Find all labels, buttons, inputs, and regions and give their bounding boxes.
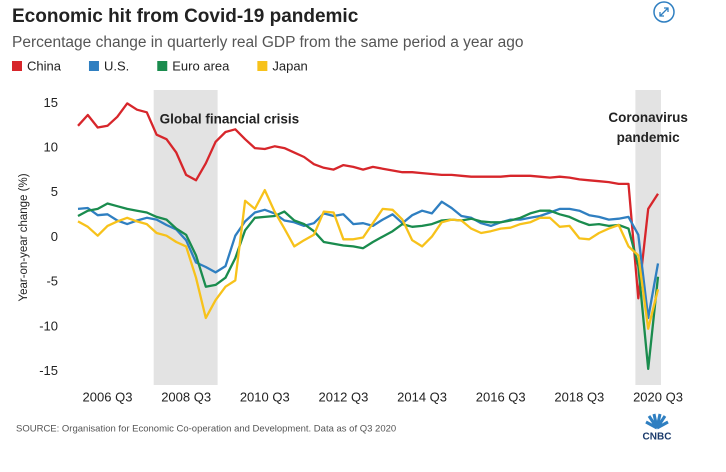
y-tick-label: -15 <box>39 363 58 378</box>
legend-swatch <box>157 61 168 71</box>
legend-swatch <box>257 61 268 71</box>
series-line <box>77 102 659 300</box>
x-tick-label: 2012 Q3 <box>318 389 368 404</box>
x-tick-label: 2014 Q3 <box>397 389 447 404</box>
x-tick-label: 2018 Q3 <box>554 389 604 404</box>
legend-swatch <box>88 61 99 71</box>
source-note: SOURCE: Organisation for Economic Co-ope… <box>16 424 396 435</box>
logo-text: CNBC <box>643 432 672 443</box>
series-line <box>77 188 660 330</box>
annotation: Coronavirus pandemic <box>608 110 688 145</box>
y-axis-label: Year-on-year change (%) <box>18 173 30 301</box>
gfc-shade <box>153 90 218 385</box>
legend-label: Japan <box>272 58 307 73</box>
expand-icon-arrows[interactable] <box>659 7 669 17</box>
expand-icon-ring[interactable] <box>653 1 675 23</box>
legend-label: China <box>27 58 62 73</box>
y-tick-label: -5 <box>46 274 58 289</box>
y-tick-label: -10 <box>39 318 58 333</box>
chart-subtitle: Percentage change in quarterly real GDP … <box>12 34 524 51</box>
y-tick-label: 15 <box>44 95 58 110</box>
legend-label: Euro area <box>172 58 230 73</box>
series-line <box>77 202 660 371</box>
annotation-line: Coronavirus <box>608 110 688 125</box>
series-line <box>77 200 660 320</box>
y-tick-label: 10 <box>44 140 58 155</box>
legend-label: U.S. <box>104 58 129 73</box>
annotation-line: pandemic <box>617 130 681 145</box>
chart-title: Economic hit from Covid-19 pandemic <box>12 6 359 27</box>
annotation: Global financial crisis <box>160 112 300 127</box>
x-tick-label: 2016 Q3 <box>476 389 526 404</box>
expand-icon[interactable] <box>653 1 675 23</box>
x-tick-label: 2008 Q3 <box>161 389 211 404</box>
x-tick-label: 2020 Q3 <box>633 389 683 404</box>
x-tick-label: 2010 Q3 <box>240 389 290 404</box>
y-tick-label: 0 <box>51 229 58 244</box>
logo-peacock <box>645 413 669 430</box>
legend-swatch <box>12 61 22 71</box>
logo: CNBC <box>643 413 672 443</box>
x-tick-label: 2006 Q3 <box>83 389 133 404</box>
y-tick-label: 5 <box>51 184 58 199</box>
